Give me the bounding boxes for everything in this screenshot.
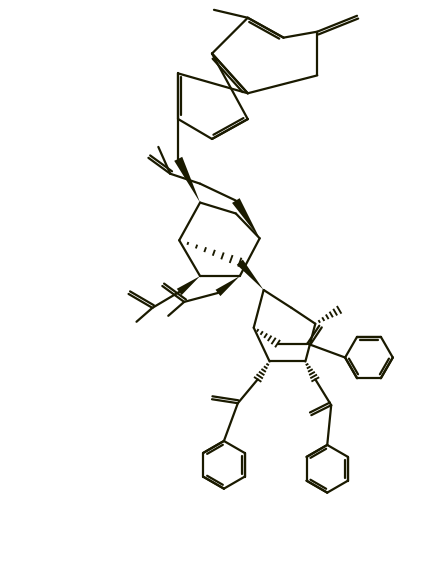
Polygon shape bbox=[232, 198, 260, 238]
Polygon shape bbox=[216, 276, 240, 296]
Polygon shape bbox=[237, 260, 264, 290]
Polygon shape bbox=[174, 157, 200, 203]
Polygon shape bbox=[177, 276, 200, 295]
